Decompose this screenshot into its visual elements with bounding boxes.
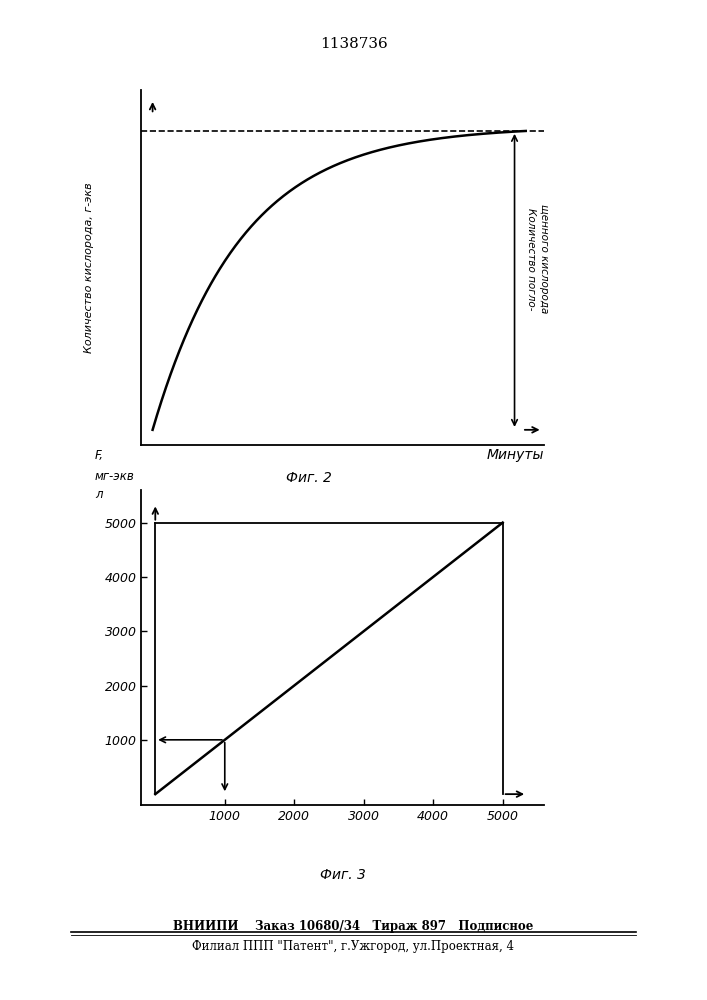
Text: ВНИИПИ    Заказ 10680/34   Тираж 897   Подписное: ВНИИПИ Заказ 10680/34 Тираж 897 Подписно… bbox=[173, 920, 534, 933]
Text: F,: F, bbox=[95, 449, 104, 462]
Text: л: л bbox=[95, 488, 103, 501]
Text: мг-экв: мг-экв bbox=[95, 470, 135, 483]
Text: 1138736: 1138736 bbox=[320, 37, 387, 51]
Text: Количество погло-: Количество погло- bbox=[526, 208, 536, 310]
Text: Количество кислорода, г-экв: Количество кислорода, г-экв bbox=[84, 182, 94, 353]
Text: щенного кислорода: щенного кислорода bbox=[539, 204, 549, 314]
Text: Фиг. 3: Фиг. 3 bbox=[320, 868, 366, 882]
Text: Филиал ППП "Патент", г.Ужгород, ул.Проектная, 4: Филиал ППП "Патент", г.Ужгород, ул.Проек… bbox=[192, 940, 515, 953]
Text: Фиг. 2: Фиг. 2 bbox=[286, 471, 332, 485]
Text: Минуты: Минуты bbox=[487, 448, 544, 462]
